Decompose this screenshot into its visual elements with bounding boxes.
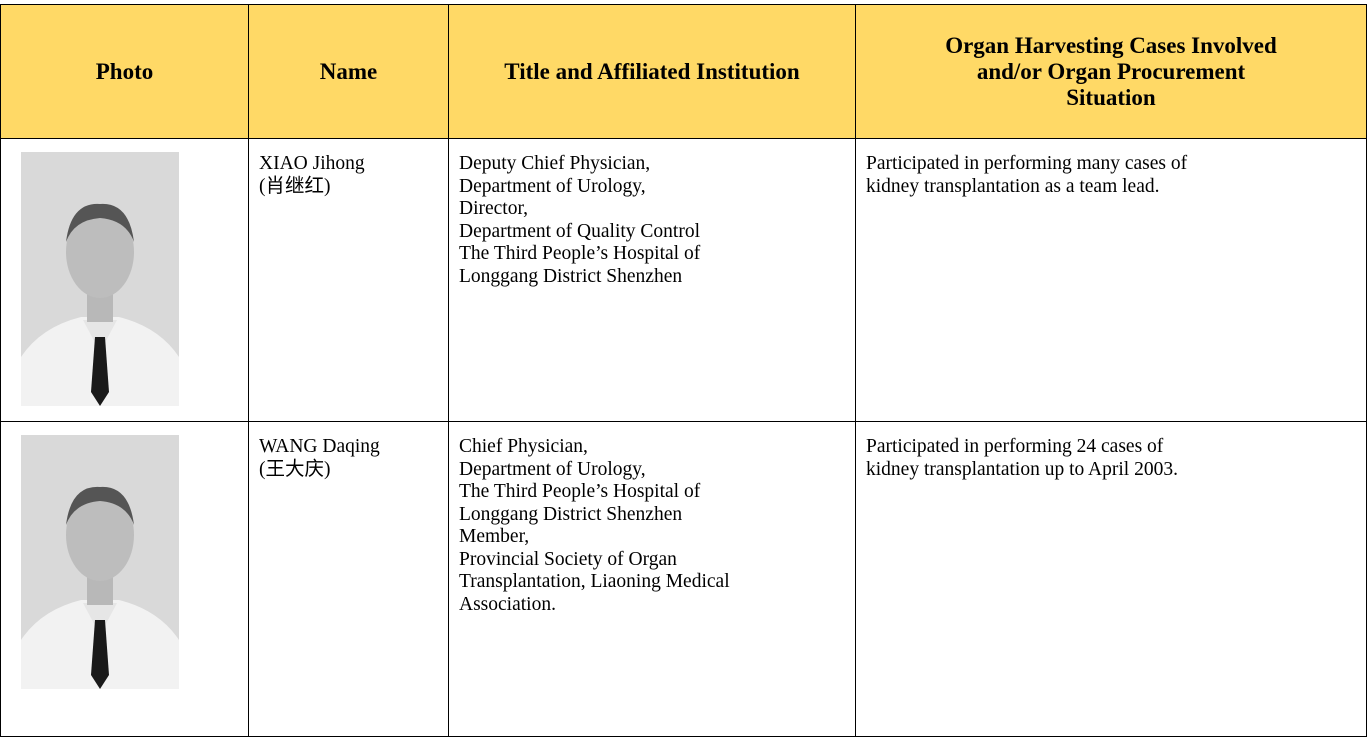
header-cell: Title and Affiliated Institution [448,4,856,139]
name-text: (王大庆) [259,458,331,480]
header-text: Situation [1066,84,1156,110]
cases-text: kidney transplantation up to April 2003. [866,458,1178,480]
name-cell: XIAO Jihong (肖继红) [248,138,449,422]
title-text: Member, [459,526,530,547]
title-text: Department of Urology, [459,175,646,197]
title-text: Director, [459,198,529,219]
title-cell: Chief Physician, Department of Urology, Th… [448,421,856,737]
header-text: Photo [95,58,154,84]
header-row: Photo Name Title and Affiliated Institutio… [0,4,1367,139]
cases-text: Participated in performing many cases of [866,153,1188,174]
table-row: WANG Daqing (王大庆) Chief Physician, Departme… [0,421,1367,737]
title-text: The Third People’s Hospital of [459,481,701,502]
header-cell: Organ Harvesting Cases Involved and/or Or… [855,4,1367,139]
title-text: Longgang District Shenzhen [459,503,683,525]
title-text: Longgang District Shenzhen [459,265,683,287]
title-text: Department of Urology, [459,458,646,480]
officials-table: Photo Name Title and Affiliated Institutio… [0,4,1367,737]
title-text: Association. [459,593,556,615]
header-text: Organ Harvesting Cases Involved [945,32,1277,58]
header-cell: Photo [0,4,249,139]
name-text: WANG Daqing [259,436,380,457]
photo-cell [0,421,249,737]
photo-cell [0,138,249,422]
title-text: The Third People’s Hospital of [459,243,701,264]
photo [21,435,179,689]
table-row: XIAO Jihong (肖继红) Deputy Chief Physician, D… [0,138,1367,422]
title-text: Chief Physician, [459,436,588,457]
photo [21,152,179,406]
title-cell: Deputy Chief Physician, Department of Uro… [448,138,856,422]
header-text: and/or Organ Procurement [976,58,1246,84]
name-text: (肖继红) [259,175,331,197]
cases-text: Participated in performing 24 cases of [866,436,1164,457]
name-text: XIAO Jihong [259,153,365,174]
name-cell: WANG Daqing (王大庆) [248,421,449,737]
cases-cell: Participated in performing many cases of… [855,138,1367,422]
cases-cell: Participated in performing 24 cases of ki… [855,421,1367,737]
title-text: Department of Quality Control [459,220,700,242]
header-text: Title and Affiliated Institution [504,58,800,84]
table-body: XIAO Jihong (肖继红) Deputy Chief Physician, D… [0,138,1367,737]
title-text: Transplantation, Liaoning Medical [459,571,730,592]
title-text: Provincial Society of Organ [459,548,677,570]
header-text: Name [319,58,378,84]
header-cell: Name [248,4,449,139]
cases-text: kidney transplantation as a team lead. [866,175,1160,197]
title-text: Deputy Chief Physician, [459,153,651,174]
